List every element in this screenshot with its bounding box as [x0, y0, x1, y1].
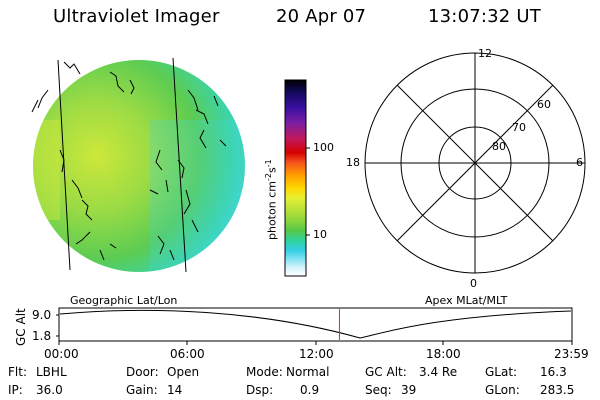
lat-label-80: 80	[492, 140, 506, 153]
orbit-time-ticks	[56, 314, 573, 345]
lat-label-60: 60	[537, 98, 551, 111]
geographic-label: Geographic Lat/Lon	[70, 294, 178, 307]
orbit-ylabel: GC Alt	[14, 308, 28, 346]
terminator-left	[57, 59, 71, 271]
time-tick-1800: 18:00	[426, 347, 461, 361]
terminator-right	[172, 57, 187, 273]
time-tick-2359: 23:59	[554, 347, 589, 361]
glat-label: GLat:	[485, 365, 518, 379]
mlt-label-12: 12	[478, 47, 492, 60]
mode-value: Normal	[286, 365, 330, 379]
mode-label: Mode:	[246, 365, 283, 379]
colorbar-tick-100: 100	[313, 141, 334, 154]
polar-diagonal-2	[396, 84, 554, 242]
ip-label: IP:	[8, 383, 23, 397]
dsp-value: 0.9	[300, 383, 320, 397]
glon-value: 283.5	[540, 383, 575, 397]
time-tick-0000: 00:00	[44, 347, 79, 361]
time-label: 13:07:32 UT	[428, 6, 541, 27]
seq-label: Seq:	[365, 383, 392, 397]
seq-value: 39	[401, 383, 417, 397]
orbit-altitude-curve	[59, 309, 572, 339]
flt-value: LBHL	[36, 365, 67, 379]
mlt-label-18: 18	[346, 156, 360, 169]
gcalt-value: 3.4 Re	[419, 365, 458, 379]
orbit-plot-frame	[58, 307, 573, 342]
mlt-label-6: 6	[576, 156, 583, 169]
flt-label: Flt:	[8, 365, 27, 379]
lat-label-70: 70	[512, 121, 526, 134]
colorbar-tick-10: 10	[313, 228, 327, 241]
gain-value: 14	[167, 383, 183, 397]
glat-value: 16.3	[540, 365, 567, 379]
time-tick-1200: 12:00	[299, 347, 334, 361]
date-label: 20 Apr 07	[276, 6, 367, 27]
orbit-ytick-1-8: 1.8	[32, 329, 52, 343]
glon-label: GLon:	[485, 383, 520, 397]
coastlines	[31, 61, 227, 261]
ip-value: 36.0	[36, 383, 63, 397]
door-value: Open	[167, 365, 200, 379]
earth-disk	[33, 60, 245, 272]
door-label: Door:	[126, 365, 159, 379]
time-tick-0600: 06:00	[170, 347, 205, 361]
colorbar-scale	[284, 79, 307, 277]
dsp-label: Dsp:	[246, 383, 274, 397]
gain-label: Gain:	[126, 383, 158, 397]
instrument-title: Ultraviolet Imager	[53, 6, 220, 27]
gcalt-label: GC Alt:	[365, 365, 407, 379]
mlt-label-0: 0	[470, 277, 477, 290]
orbit-ytick-9: 9.0	[32, 308, 52, 322]
apex-label: Apex MLat/MLT	[425, 294, 508, 307]
